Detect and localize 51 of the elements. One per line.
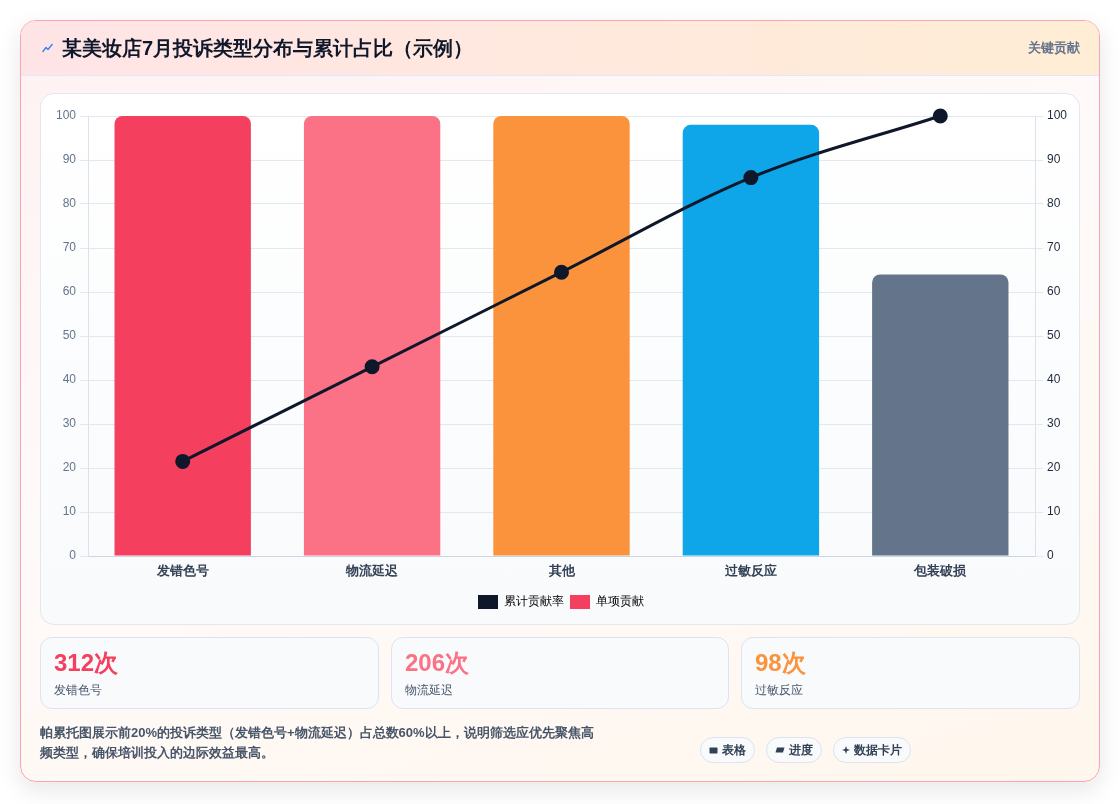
text: 312次 <box>54 648 119 678</box>
y2-tick-label: 50 <box>1047 328 1061 343</box>
y-tick-label: 30 <box>62 416 77 431</box>
y2-tick-label: 60 <box>1047 284 1061 299</box>
y-tick-label: 20 <box>62 460 77 475</box>
bar <box>303 116 441 556</box>
y-tick-label: 60 <box>62 284 77 299</box>
y2-tick-label: 70 <box>1047 240 1061 255</box>
y-tick-label: 80 <box>62 196 77 211</box>
bar <box>114 116 251 556</box>
text: 过敏反应 <box>755 682 803 698</box>
text: 关键贡献 <box>1028 39 1080 57</box>
point <box>554 264 569 280</box>
text: 98次 <box>755 648 806 678</box>
legend-label: 累计贡献率 <box>504 594 564 609</box>
text: 发错色号 <box>54 682 102 698</box>
text: 物流延迟 <box>405 682 453 698</box>
y2-tick-label: 0 <box>1047 548 1054 563</box>
y-tick-label: 10 <box>62 504 77 519</box>
y2-tick-label: 90 <box>1047 152 1061 167</box>
text: 进度 <box>789 741 813 759</box>
text: 206次 <box>405 648 470 678</box>
bar <box>682 124 820 556</box>
bar <box>872 274 1009 556</box>
text: 数据卡片 <box>854 741 902 759</box>
x-tick-label: 发错色号 <box>155 563 209 579</box>
y2-tick-label: 10 <box>1047 504 1061 519</box>
point <box>175 453 191 469</box>
y-tick-label: 90 <box>62 152 77 167</box>
x-tick-label: 其他 <box>547 563 576 579</box>
chart-title: 某美妆店7月投诉类型分布与累计占比（示例） <box>62 36 474 61</box>
y-tick-label: 0 <box>69 548 77 563</box>
y-tick-label: 70 <box>62 240 77 255</box>
y2-tick-label: 40 <box>1047 372 1061 387</box>
legend-label: 单项贡献 <box>596 594 644 609</box>
text: 帕累托图展示前20%的投诉类型（发错色号+物流延迟）占总数60%以上，说明筛选应优先聚焦高频类型，确保培训投入的边际效益最高。 <box>40 724 595 762</box>
y-tick-label: 100 <box>55 108 77 123</box>
y2-tick-label: 100 <box>1047 108 1068 123</box>
x-tick-label: 物流延迟 <box>345 563 400 579</box>
text: 表格 <box>722 741 746 759</box>
y2-tick-label: 20 <box>1047 460 1061 475</box>
y-tick-label: 50 <box>62 328 77 343</box>
x-tick-label: 包装破损 <box>913 563 968 579</box>
y2-tick-label: 30 <box>1047 416 1061 431</box>
point <box>364 359 380 375</box>
bar <box>493 116 630 556</box>
y-tick-label: 40 <box>62 372 77 387</box>
point <box>743 170 759 186</box>
y2-tick-label: 80 <box>1047 196 1061 211</box>
x-tick-label: 过敏反应 <box>723 563 777 579</box>
point <box>932 108 948 124</box>
